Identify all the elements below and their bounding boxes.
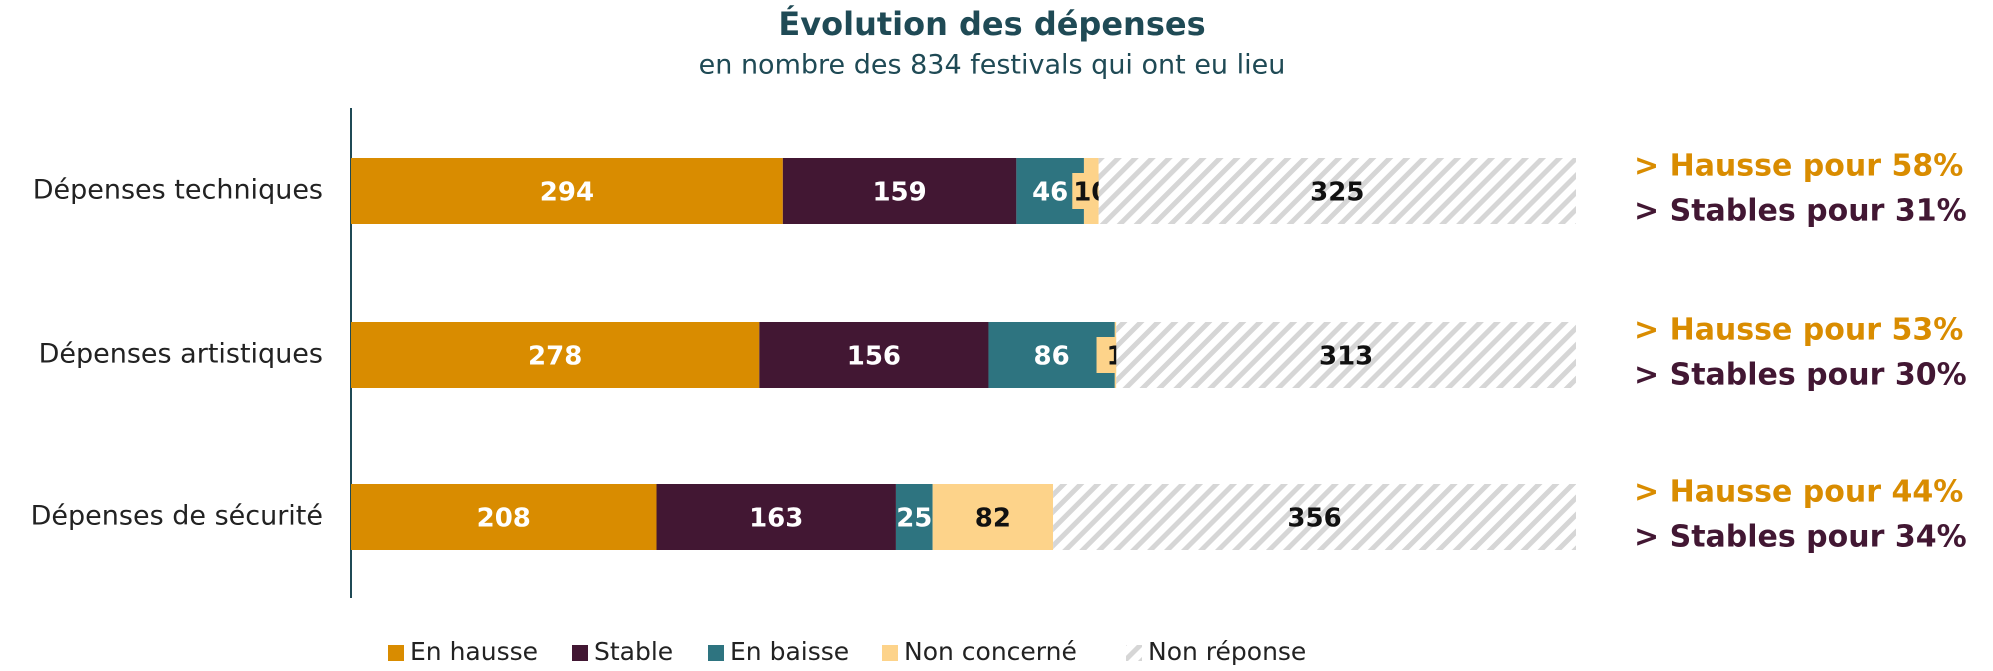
- bar-segment: [351, 158, 783, 224]
- bar-segment: [351, 322, 760, 388]
- category-label: Dépenses de sécurité: [31, 501, 323, 532]
- value-label: 278: [528, 342, 582, 372]
- legend-label: En hausse: [410, 637, 538, 666]
- bar-segment: [988, 322, 1115, 388]
- legend-swatch: [708, 645, 724, 661]
- legend-label: Non réponse: [1148, 637, 1306, 666]
- value-label: 313: [1319, 342, 1373, 372]
- category-label: Dépenses techniques: [33, 175, 323, 206]
- value-label: 86: [1034, 342, 1070, 372]
- annotation: > Hausse pour 44%: [1634, 475, 1963, 510]
- value-label: 163: [749, 504, 803, 534]
- chart-subtitle: en nombre des 834 festivals qui ont eu l…: [699, 50, 1286, 81]
- bar-segment: [351, 484, 657, 550]
- value-label: 25: [896, 504, 932, 534]
- bar-segment: [1053, 484, 1576, 550]
- value-label: 156: [847, 342, 901, 372]
- bar-segment: [759, 322, 989, 388]
- legend-label: Non concerné: [904, 637, 1077, 666]
- legend-label: Stable: [594, 637, 673, 666]
- value-label: 46: [1032, 178, 1068, 208]
- bar-segment: [656, 484, 896, 550]
- legend-label: En baisse: [730, 637, 849, 666]
- legend-swatch: [882, 645, 898, 661]
- value-label: 208: [477, 504, 531, 534]
- value-label: 325: [1310, 178, 1364, 208]
- annotation: > Stables pour 30%: [1634, 358, 1967, 393]
- annotation: > Hausse pour 58%: [1634, 149, 1963, 184]
- annotation: > Hausse pour 53%: [1634, 313, 1963, 348]
- bar-segment: [1098, 158, 1576, 224]
- category-label: Dépenses artistiques: [39, 339, 323, 370]
- chart-title: Évolution des dépenses: [778, 5, 1205, 43]
- value-label: 82: [975, 504, 1011, 534]
- legend-swatch: [1126, 645, 1142, 661]
- bar-segment: [932, 484, 1054, 550]
- annotation: > Stables pour 34%: [1634, 520, 1967, 555]
- bar-segment: [895, 484, 933, 550]
- value-label: 294: [540, 178, 594, 208]
- legend-swatch: [388, 645, 404, 661]
- bar-segment: [1116, 322, 1576, 388]
- legend-swatch: [572, 645, 588, 661]
- value-label: 356: [1287, 504, 1341, 534]
- annotation: > Stables pour 31%: [1634, 194, 1967, 229]
- value-label: 159: [872, 178, 926, 208]
- bar-segment: [782, 158, 1017, 224]
